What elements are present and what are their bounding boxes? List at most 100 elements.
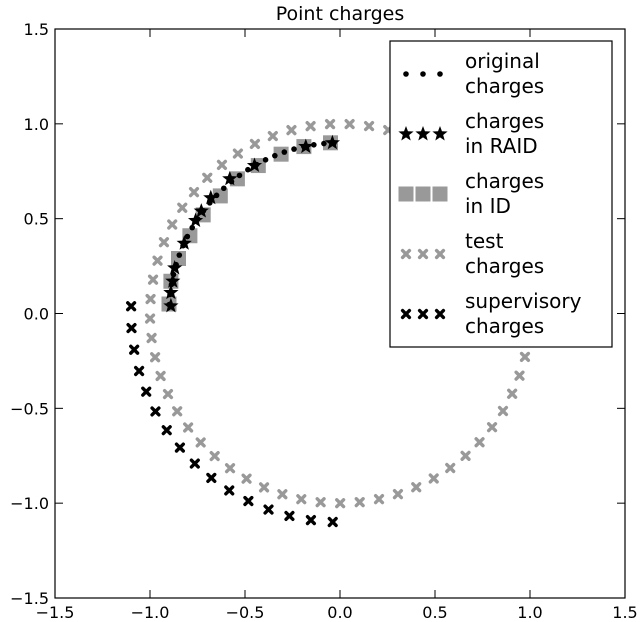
data-point <box>305 515 317 526</box>
data-point <box>189 224 196 231</box>
series-charges-in-RAID <box>163 134 341 313</box>
data-point <box>263 504 274 515</box>
x-tick-label: −0.5 <box>226 603 265 622</box>
data-point <box>195 437 206 448</box>
data-point <box>184 233 191 240</box>
data-point <box>354 497 365 508</box>
data-point <box>189 458 200 469</box>
legend-marker <box>415 186 431 202</box>
data-point <box>519 351 531 363</box>
data-point <box>291 146 297 152</box>
data-point <box>172 406 183 417</box>
legend-label: original <box>465 49 540 73</box>
data-point <box>507 388 518 399</box>
data-point <box>460 450 471 461</box>
data-point <box>262 157 269 163</box>
data-point <box>305 121 316 132</box>
data-point <box>187 212 204 228</box>
x-tick-label: 0.0 <box>327 603 352 622</box>
legend-marker <box>437 71 443 77</box>
data-point <box>176 252 183 258</box>
data-point <box>277 489 288 500</box>
data-point <box>249 138 261 150</box>
data-point <box>284 510 295 522</box>
data-point <box>161 425 172 436</box>
data-point <box>183 422 194 433</box>
data-point <box>167 219 178 230</box>
data-point <box>145 293 156 305</box>
data-point <box>241 473 252 484</box>
y-tick-label: −1.0 <box>10 494 49 513</box>
chart-title: Point charges <box>276 3 404 25</box>
legend-marker <box>432 126 448 141</box>
legend-marker <box>417 308 429 320</box>
data-point <box>155 370 166 382</box>
series-supervisory-charges <box>126 301 338 528</box>
data-point <box>158 237 170 248</box>
legend-label: supervisory <box>465 289 582 313</box>
data-point <box>133 365 145 377</box>
data-point <box>165 273 181 288</box>
x-tick-label: −1.0 <box>131 603 170 622</box>
data-point <box>129 344 140 355</box>
legend-marker <box>400 248 412 260</box>
data-point <box>315 497 326 508</box>
data-point <box>144 313 156 324</box>
legend-label: test <box>465 229 504 253</box>
data-point <box>281 149 288 155</box>
data-point <box>221 185 227 192</box>
data-point <box>193 203 209 218</box>
data-point <box>298 138 314 154</box>
legend-label: charges <box>465 169 544 193</box>
y-tick-label: 1.0 <box>24 115 49 134</box>
legend-label: charges <box>465 314 544 338</box>
x-tick-label: 0.5 <box>422 603 447 622</box>
legend-marker <box>398 126 414 141</box>
y-tick-label: −0.5 <box>10 399 49 418</box>
data-point <box>141 386 152 397</box>
data-point <box>224 485 235 496</box>
legend-marker <box>420 71 426 77</box>
legend-label: charges <box>465 74 544 98</box>
data-point <box>202 172 213 183</box>
legend-marker <box>434 308 446 320</box>
data-point <box>232 148 243 159</box>
legend-label: charges <box>465 109 544 133</box>
data-point <box>216 159 228 170</box>
x-tick-label: 1.5 <box>612 603 637 622</box>
data-point <box>321 140 327 147</box>
data-point <box>163 297 179 313</box>
x-tick-label: −1.5 <box>36 603 75 622</box>
data-point <box>311 142 317 148</box>
data-point <box>126 322 137 334</box>
legend-marker <box>403 71 409 77</box>
axis-ticks: −1.5 −1.0 −0.5 0.0 0.5 1.0 1.5 −1.5 −1.0 −0.5 0.0 0… <box>10 20 638 622</box>
data-point <box>344 118 355 130</box>
data-point <box>212 188 228 204</box>
y-tick-label: −1.5 <box>10 589 49 608</box>
data-point <box>222 170 238 186</box>
series-charges-in-ID <box>161 135 338 312</box>
data-point <box>445 462 456 474</box>
data-point <box>335 498 346 509</box>
data-point <box>146 332 157 344</box>
legend-label: in ID <box>465 194 511 218</box>
data-point <box>324 118 336 130</box>
data-point <box>236 172 243 179</box>
data-point <box>327 516 338 528</box>
data-point <box>150 352 161 363</box>
data-point <box>486 422 498 433</box>
data-point <box>272 152 278 159</box>
y-tick-label: 0.0 <box>24 305 49 324</box>
data-point <box>203 189 219 205</box>
data-point <box>286 125 297 136</box>
y-tick-label: 1.5 <box>24 20 49 39</box>
data-point <box>267 130 278 142</box>
data-point <box>147 274 159 285</box>
data-point <box>428 473 439 484</box>
data-point <box>188 187 200 198</box>
